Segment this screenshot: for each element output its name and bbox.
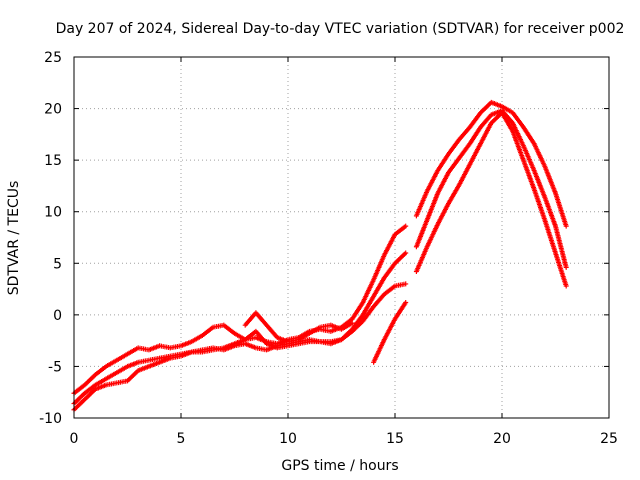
series-arc-f	[413, 99, 569, 229]
y-tick-label: 25	[44, 50, 62, 66]
y-tick-label: -5	[48, 359, 62, 375]
data-point	[403, 250, 409, 256]
y-tick-label: 5	[53, 256, 62, 272]
x-tick-label: 10	[279, 431, 297, 447]
y-tick-label: 15	[44, 153, 62, 169]
data-point	[403, 223, 409, 229]
x-tick-label: 25	[600, 431, 618, 447]
chart-title: Day 207 of 2024, Sidereal Day-to-day VTE…	[56, 21, 625, 37]
data-point	[563, 283, 569, 289]
data-point	[403, 281, 409, 287]
axis-ticks: 0 5 10 15 20 25 -10 -5 0 5 10 15 20 25	[39, 50, 618, 447]
series-arc-c	[71, 281, 409, 413]
x-tick-label: 0	[70, 431, 79, 447]
data-series	[71, 99, 569, 413]
data-point	[563, 223, 569, 229]
x-tick-label: 20	[493, 431, 511, 447]
data-point	[349, 320, 355, 326]
series-arc-g	[413, 108, 569, 270]
plot-frame	[73, 56, 610, 419]
x-tick-label: 15	[386, 431, 404, 447]
series-arc-e	[371, 299, 409, 365]
x-axis-label: GPS time / hours	[281, 458, 398, 474]
y-tick-label: 0	[53, 308, 62, 324]
y-tick-label: 20	[44, 102, 62, 118]
series-arc-d	[242, 310, 355, 345]
data-point	[563, 264, 569, 270]
y-tick-label: 10	[44, 205, 62, 221]
y-tick-label: -10	[39, 411, 62, 427]
series-arc-h	[413, 110, 569, 289]
x-tick-label: 5	[177, 431, 186, 447]
data-point	[403, 299, 409, 305]
y-axis-label: SDTVAR / TECUs	[6, 181, 22, 296]
